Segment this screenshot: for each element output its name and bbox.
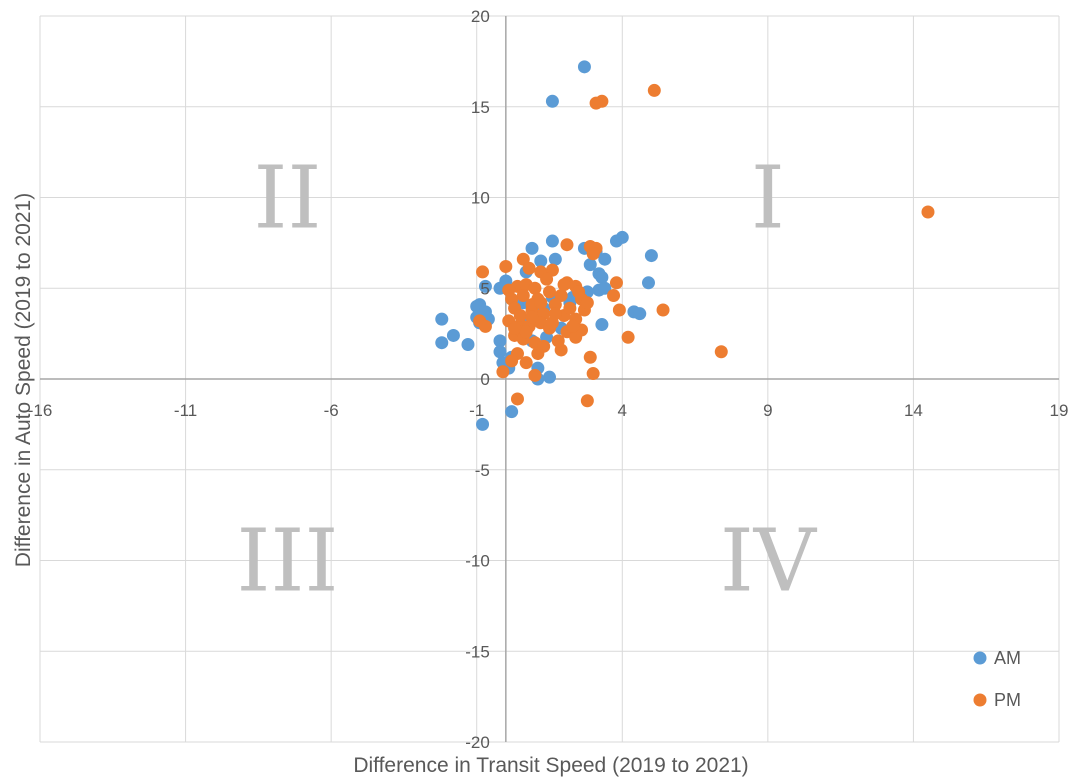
x-tick-label: -6 bbox=[324, 401, 339, 420]
data-point-pm bbox=[607, 289, 621, 303]
data-point-am bbox=[633, 307, 647, 321]
y-tick-label: 15 bbox=[471, 98, 490, 117]
x-tick-label: -1 bbox=[469, 401, 484, 420]
data-point-am bbox=[478, 279, 492, 293]
data-point-pm bbox=[551, 334, 565, 348]
data-point-pm bbox=[502, 283, 516, 297]
data-point-pm bbox=[586, 367, 600, 381]
data-point-am bbox=[461, 338, 475, 352]
data-point-am bbox=[505, 405, 519, 419]
data-point-pm bbox=[548, 307, 562, 321]
quadrant-label: IV bbox=[720, 512, 818, 612]
data-point-pm bbox=[586, 247, 600, 261]
y-tick-label: 0 bbox=[480, 370, 489, 389]
x-tick-label: 19 bbox=[1050, 401, 1069, 420]
quadrant-label: II bbox=[253, 149, 321, 249]
legend: AM PM bbox=[973, 648, 1021, 710]
data-point-am bbox=[595, 318, 609, 332]
data-point-am bbox=[435, 336, 449, 350]
data-point-pm bbox=[525, 310, 539, 324]
data-point-am bbox=[525, 241, 539, 255]
data-point-pm bbox=[478, 319, 492, 333]
data-point-am bbox=[493, 334, 507, 348]
data-point-pm bbox=[508, 321, 522, 335]
y-tick-label: 10 bbox=[471, 189, 490, 208]
data-point-pm bbox=[505, 354, 519, 368]
data-point-am bbox=[615, 230, 629, 244]
data-point-pm bbox=[516, 289, 530, 303]
y-axis-title: Difference in Auto Speed (2019 to 2021) bbox=[12, 193, 35, 567]
data-point-pm bbox=[519, 325, 533, 339]
data-point-pm bbox=[589, 96, 603, 110]
data-point-pm bbox=[519, 356, 533, 370]
data-points bbox=[435, 60, 935, 431]
legend-marker-pm bbox=[973, 693, 987, 707]
data-point-pm bbox=[528, 281, 542, 295]
legend-label-pm: PM bbox=[994, 690, 1021, 710]
data-point-pm bbox=[621, 330, 635, 344]
data-point-pm bbox=[476, 265, 490, 279]
data-point-am bbox=[545, 94, 559, 108]
quadrant-label: III bbox=[237, 512, 339, 612]
data-point-pm bbox=[612, 303, 626, 317]
data-point-pm bbox=[921, 205, 935, 219]
data-point-pm bbox=[534, 296, 548, 310]
data-point-pm bbox=[647, 83, 661, 97]
data-point-pm bbox=[522, 261, 536, 275]
y-tick-label: -20 bbox=[465, 733, 490, 752]
data-point-pm bbox=[580, 394, 594, 408]
data-point-pm bbox=[548, 298, 562, 312]
data-point-pm bbox=[557, 278, 571, 292]
data-point-am bbox=[577, 60, 591, 74]
y-tick-label: 20 bbox=[471, 7, 490, 26]
data-point-am bbox=[476, 417, 490, 431]
x-tick-label: -11 bbox=[174, 401, 197, 420]
data-point-am bbox=[545, 234, 559, 248]
data-point-pm bbox=[531, 347, 545, 361]
data-point-am bbox=[595, 270, 609, 284]
data-point-am bbox=[641, 276, 655, 290]
x-tick-label: 9 bbox=[763, 401, 772, 420]
data-point-am bbox=[644, 249, 658, 263]
data-point-am bbox=[446, 328, 460, 342]
y-tick-label: -15 bbox=[465, 642, 490, 661]
data-point-am bbox=[598, 281, 612, 295]
x-tick-label: 14 bbox=[904, 401, 923, 420]
data-point-am bbox=[435, 312, 449, 326]
data-point-pm bbox=[513, 308, 527, 322]
data-point-pm bbox=[540, 272, 554, 286]
data-point-am bbox=[493, 345, 507, 359]
legend-label-am: AM bbox=[994, 648, 1021, 668]
data-point-pm bbox=[510, 392, 524, 406]
tick-labels: -16 -11 -6 -1 4 9 14 19 -20 -15 -10 -5 0 5 10 15 20 bbox=[28, 7, 1069, 752]
x-axis-title: Difference in Transit Speed (2019 to 202… bbox=[353, 754, 748, 777]
y-tick-label: -5 bbox=[475, 461, 490, 480]
y-tick-label: 5 bbox=[480, 279, 489, 298]
data-point-am bbox=[534, 254, 548, 268]
y-tick-label: -10 bbox=[465, 552, 490, 571]
x-tick-label: 4 bbox=[618, 401, 627, 420]
legend-marker-am bbox=[973, 651, 987, 665]
data-point-pm bbox=[583, 350, 597, 364]
data-point-pm bbox=[499, 259, 513, 273]
data-point-pm bbox=[528, 368, 542, 382]
data-point-pm bbox=[496, 365, 510, 379]
x-tick-label: -16 bbox=[28, 401, 53, 420]
data-point-pm bbox=[656, 303, 670, 317]
data-point-am bbox=[598, 252, 612, 266]
data-point-pm bbox=[572, 285, 586, 299]
data-point-pm bbox=[543, 285, 556, 299]
data-point-am bbox=[548, 252, 562, 266]
quadrant-label: I bbox=[751, 149, 785, 249]
data-point-pm bbox=[566, 319, 580, 333]
data-point-pm bbox=[609, 276, 623, 290]
data-point-pm bbox=[560, 238, 574, 252]
data-point-am bbox=[583, 258, 597, 272]
data-point-pm bbox=[714, 345, 728, 359]
data-point-pm bbox=[580, 296, 594, 310]
data-point-am bbox=[543, 370, 556, 384]
data-point-pm bbox=[563, 301, 577, 315]
